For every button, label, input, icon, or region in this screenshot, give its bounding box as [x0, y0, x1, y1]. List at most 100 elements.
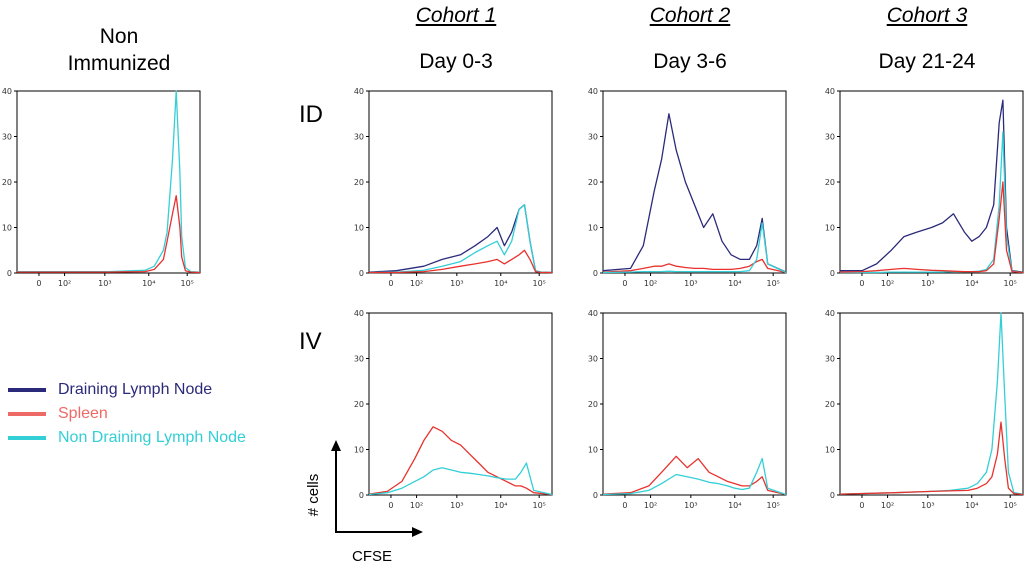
- axis-arrows: # cells CFSE: [305, 440, 423, 565]
- x-tick-label: 10⁵: [532, 501, 545, 510]
- y-tick-label: 20: [588, 400, 598, 409]
- y-tick-label: 0: [359, 491, 364, 500]
- panel-iv-cohort-3-day-21-24: 0 10 20 30 40 0 10² 10³ 10⁴ 10⁵: [825, 309, 1024, 510]
- x-tick-label: 0: [388, 279, 393, 288]
- legend-item-spleen: Spleen: [8, 404, 108, 424]
- y-tick-label: 0: [7, 269, 12, 278]
- non-immunized-title-line1: Non: [99, 25, 139, 48]
- panel-id-cohort-2-day-3-6: 0 10 20 30 40 0 10² 10³ 10⁴ 10⁵: [588, 87, 787, 288]
- legend-item-draining: Draining Lymph Node: [8, 380, 212, 400]
- y-tick-label: 10: [825, 224, 835, 233]
- x-tick-label: 0: [36, 279, 41, 288]
- x-tick-label: 10³: [921, 279, 934, 288]
- y-tick-label: 0: [830, 491, 835, 500]
- y-tick-label: 20: [354, 178, 364, 187]
- y-tick-label: 30: [825, 355, 835, 364]
- legend-label-draining: Draining Lymph Node: [58, 381, 213, 398]
- x-tick-label: 10²: [410, 279, 423, 288]
- cohort-3-label: Cohort 3: [886, 4, 968, 27]
- y-tick-label: 0: [593, 491, 598, 500]
- plot-frame: [839, 312, 1024, 496]
- x-tick-label: 10⁴: [965, 279, 978, 288]
- y-tick-label: 40: [2, 87, 12, 96]
- x-tick-label: 10²: [644, 279, 657, 288]
- x-tick-label: 0: [622, 501, 627, 510]
- y-tick-label: 40: [354, 309, 364, 318]
- x-tick-label: 0: [859, 501, 864, 510]
- legend-label-spleen: Spleen: [58, 405, 108, 422]
- panel-iv-cohort-2-day-3-6: 0 10 20 30 40 0 10² 10³ 10⁴ 10⁵: [588, 309, 787, 510]
- series-line-draining-lymph-node: [602, 113, 787, 273]
- plot-frame: [368, 90, 553, 274]
- day-label-cohort-1: Day 0-3: [419, 50, 493, 73]
- panel-id-cohort-1-day-0-3: 0 10 20 30 40 0 10² 10³ 10⁴ 10⁵: [354, 87, 553, 288]
- series-line-spleen: [368, 426, 553, 496]
- series-line-spleen: [602, 258, 787, 274]
- y-tick-label: 30: [588, 355, 598, 364]
- y-axis-arrowhead: [331, 440, 341, 451]
- legend-item-nondraining: Non Draining Lymph Node: [8, 428, 246, 448]
- x-tick-label: 10⁴: [494, 501, 507, 510]
- x-tick-label: 10⁵: [766, 279, 779, 288]
- x-tick-label: 10³: [684, 501, 697, 510]
- x-tick-label: 10²: [881, 501, 894, 510]
- series-line-draining-lymph-node: [840, 99, 1024, 273]
- series-line-non-draining-lymph-node: [368, 204, 553, 274]
- plot-frame: [602, 312, 787, 496]
- panel-id-cohort-3-day-21-24: 0 10 20 30 40 0 10² 10³ 10⁴ 10⁵: [825, 87, 1024, 288]
- day-label-cohort-3: Day 21-24: [878, 50, 976, 73]
- y-tick-label: 0: [359, 269, 364, 278]
- x-tick-label: 10³: [921, 501, 934, 510]
- x-tick-label: 0: [622, 279, 627, 288]
- x-tick-label: 0: [388, 501, 393, 510]
- x-tick-label: 10⁵: [180, 279, 193, 288]
- x-tick-label: 10⁴: [142, 279, 155, 288]
- series-line-non-draining-lymph-node: [17, 90, 201, 273]
- series-line-spleen: [839, 181, 1024, 274]
- plot-frame: [368, 312, 553, 496]
- series-line-spleen: [369, 249, 552, 274]
- y-tick-label: 40: [588, 87, 598, 96]
- x-tick-label: 10³: [450, 279, 463, 288]
- x-tick-label: 0: [859, 279, 864, 288]
- legend-label-nondraining: Non Draining Lymph Node: [58, 429, 246, 446]
- x-axis-label: CFSE: [352, 548, 392, 565]
- non-immunized-title: Non Immunized: [49, 23, 189, 77]
- x-tick-label: 10⁵: [1003, 501, 1016, 510]
- y-tick-label: 30: [825, 133, 835, 142]
- plot-frame: [16, 90, 201, 274]
- cohort-1-label: Cohort 1: [415, 4, 497, 27]
- y-tick-label: 10: [2, 224, 12, 233]
- y-tick-label: 0: [830, 269, 835, 278]
- legend-swatch-spleen: [8, 412, 46, 416]
- plot-frame: [602, 90, 787, 274]
- plot-frame: [839, 90, 1024, 274]
- x-tick-label: 10²: [58, 279, 71, 288]
- y-tick-label: 10: [354, 446, 364, 455]
- x-tick-label: 10²: [881, 279, 894, 288]
- x-tick-label: 10⁴: [494, 279, 507, 288]
- x-axis-arrowhead: [412, 527, 423, 537]
- legend-swatch-draining: [8, 388, 46, 392]
- panel-iv-cohort-1-day-0-3: 0 10 20 30 40 0 10² 10³ 10⁴ 10⁵: [354, 309, 553, 510]
- y-tick-label: 10: [354, 224, 364, 233]
- row-label-id: ID: [299, 101, 323, 128]
- y-tick-label: 30: [2, 133, 12, 142]
- y-tick-label: 30: [354, 133, 364, 142]
- x-tick-label: 10⁵: [766, 501, 779, 510]
- x-tick-label: 10⁴: [965, 501, 978, 510]
- x-tick-label: 10³: [98, 279, 111, 288]
- y-tick-label: 0: [593, 269, 598, 278]
- x-tick-label: 10³: [450, 501, 463, 510]
- row-label-iv: IV: [299, 328, 322, 355]
- y-tick-label: 10: [588, 446, 598, 455]
- non-immunized-title-line2: Immunized: [67, 52, 171, 75]
- x-tick-label: 10⁴: [728, 279, 741, 288]
- y-tick-label: 30: [588, 133, 598, 142]
- x-tick-label: 10³: [684, 279, 697, 288]
- y-tick-label: 40: [825, 87, 835, 96]
- y-tick-label: 20: [354, 400, 364, 409]
- y-tick-label: 10: [588, 224, 598, 233]
- series-line-non-draining-lymph-node: [602, 222, 787, 274]
